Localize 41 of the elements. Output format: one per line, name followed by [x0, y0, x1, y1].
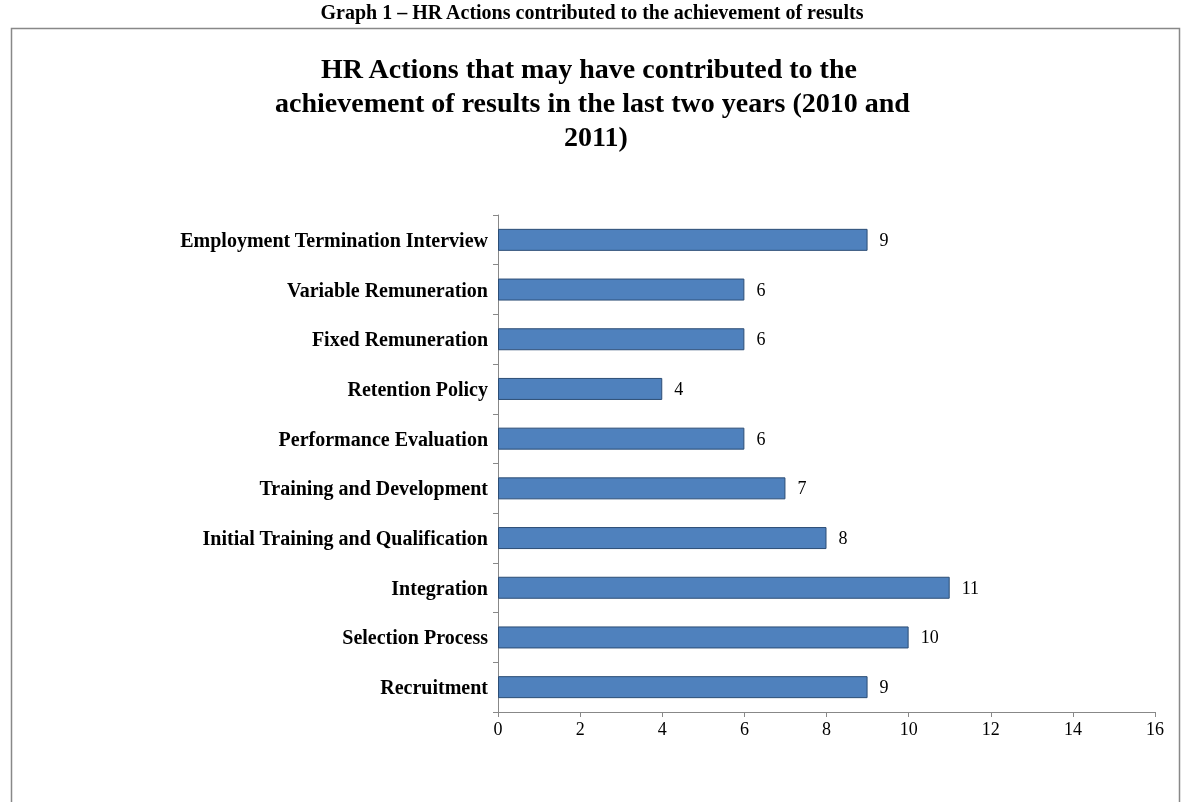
y-tick-label: Recruitment [380, 676, 489, 699]
data-label: 11 [961, 577, 980, 598]
data-label: 6 [756, 329, 766, 350]
bar [498, 477, 786, 500]
data-label: 6 [756, 279, 766, 300]
y-tick-label: Selection Process [342, 626, 489, 649]
bar [498, 377, 663, 400]
bar [498, 576, 950, 599]
bar [498, 626, 909, 649]
bar [498, 527, 827, 550]
data-label: 7 [797, 478, 807, 499]
x-tick-label: 2 [575, 719, 585, 739]
bar [498, 328, 745, 351]
x-tick-label: 14 [1063, 719, 1082, 739]
data-label: 10 [920, 627, 939, 648]
data-label: 8 [838, 528, 848, 549]
bar [498, 228, 868, 251]
bar [498, 427, 745, 450]
caption: Graph 1 – HR Actions contributed to the achievement of results [320, 1, 864, 24]
chart-title: HR Actions that may have contributed to the achievement of results in the last two years (2010 and 2011) [275, 52, 911, 152]
y-tick-label: Retention Policy [347, 377, 488, 401]
x-tick-label: 16 [1146, 719, 1164, 739]
data-label: 6 [756, 428, 766, 449]
y-tick-label: Training and Development [259, 477, 489, 501]
x-tick-label: 8 [822, 719, 831, 739]
y-tick-label: Initial Training and Qualification [202, 527, 488, 551]
y-tick-label: Performance Evaluation [278, 427, 488, 450]
data-label: 4 [674, 378, 684, 399]
x-tick-label: 4 [657, 719, 667, 739]
data-label: 9 [879, 229, 889, 250]
x-tick-label: 6 [739, 719, 749, 739]
data-label: 9 [879, 677, 889, 698]
bar [498, 278, 745, 301]
x-tick-label: 10 [899, 719, 918, 739]
y-tick-label: Variable Remuneration [287, 278, 488, 301]
y-tick-label: Employment Termination Interview [180, 228, 489, 252]
x-tick-label: 12 [981, 719, 1000, 739]
x-tick-label: 0 [493, 719, 503, 739]
y-tick-label: Integration [391, 576, 488, 600]
y-tick-label: Fixed Remuneration [311, 328, 488, 351]
bar [498, 676, 868, 699]
